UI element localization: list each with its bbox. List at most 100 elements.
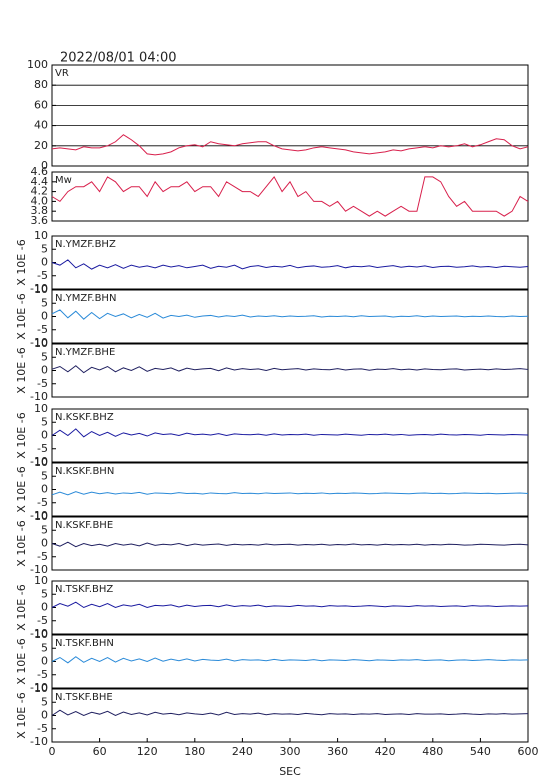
y-tick-label: 0 bbox=[41, 601, 48, 614]
x-tick-label: 420 bbox=[375, 745, 396, 758]
y-tick-label: 5 bbox=[41, 641, 48, 654]
trace-line bbox=[51, 428, 529, 438]
y-tick-label: 5 bbox=[41, 523, 48, 536]
panel-frame bbox=[51, 516, 529, 571]
y-tick-label: -5 bbox=[37, 442, 48, 455]
panel-label: N.TSKF.BHN bbox=[55, 638, 114, 649]
y-tick-label: -10 bbox=[30, 455, 48, 468]
panel-label: N.TSKF.BHE bbox=[55, 692, 113, 703]
y-tick-label: 5 bbox=[41, 350, 48, 363]
y-tick-label: 10 bbox=[34, 574, 48, 587]
y-tick-label: -10 bbox=[30, 509, 48, 522]
panel-frame bbox=[51, 171, 529, 222]
x-tick-label: 360 bbox=[327, 745, 348, 758]
panel-label: N.YMZF.BHE bbox=[55, 347, 115, 358]
y-tick-label: -5 bbox=[37, 496, 48, 509]
x-tick-label: 60 bbox=[93, 745, 107, 758]
y-tick-label: -10 bbox=[30, 390, 48, 403]
y-axis-label: X 10E -6 bbox=[15, 584, 28, 630]
x-tick-label: 480 bbox=[422, 745, 443, 758]
y-tick-label: 40 bbox=[34, 119, 48, 132]
panel-label: VR bbox=[55, 68, 69, 79]
y-tick-label: 10 bbox=[34, 229, 48, 242]
y-tick-label: 10 bbox=[34, 682, 48, 695]
panel-label: N.YMZF.BHZ bbox=[55, 239, 116, 250]
y-axis-label: X 10E -6 bbox=[15, 347, 28, 393]
trace-line bbox=[51, 709, 529, 717]
y-tick-label: -5 bbox=[37, 614, 48, 627]
y-tick-label: -10 bbox=[30, 282, 48, 295]
panel-frame bbox=[51, 64, 529, 167]
y-tick-label: -10 bbox=[30, 627, 48, 640]
y-tick-label: -5 bbox=[37, 668, 48, 681]
y-tick-label: 20 bbox=[34, 139, 48, 152]
y-tick-label: 5 bbox=[41, 695, 48, 708]
trace-line bbox=[51, 601, 529, 609]
trace-line bbox=[51, 541, 529, 548]
y-tick-label: 5 bbox=[41, 587, 48, 600]
y-tick-label: 0 bbox=[41, 655, 48, 668]
y-tick-label: 0 bbox=[41, 429, 48, 442]
y-tick-label: 10 bbox=[34, 283, 48, 296]
y-axis-label: X 10E -6 bbox=[15, 412, 28, 458]
y-tick-label: -10 bbox=[30, 735, 48, 748]
y-tick-label: -5 bbox=[37, 550, 48, 563]
y-axis-label: X 10E -6 bbox=[15, 638, 28, 684]
y-tick-label: 0 bbox=[41, 364, 48, 377]
y-tick-label: 5 bbox=[41, 296, 48, 309]
y-tick-label: 4.0 bbox=[31, 194, 49, 207]
y-tick-label: 4.6 bbox=[31, 165, 49, 178]
y-tick-label: -10 bbox=[30, 336, 48, 349]
panel-label: N.KSKF.BHE bbox=[55, 520, 113, 531]
y-tick-label: 0 bbox=[41, 537, 48, 550]
y-tick-label: 5 bbox=[41, 242, 48, 255]
y-tick-label: 10 bbox=[34, 510, 48, 523]
trace-line bbox=[51, 491, 529, 496]
y-tick-label: 10 bbox=[34, 402, 48, 415]
y-axis-label: X 10E -6 bbox=[15, 239, 28, 285]
trace-line bbox=[51, 656, 529, 664]
y-tick-label: -5 bbox=[37, 323, 48, 336]
panel-label: N.TSKF.BHZ bbox=[55, 584, 113, 595]
chart-title: 2022/08/01 04:00 bbox=[60, 51, 177, 66]
panel-label: N.KSKF.BHZ bbox=[55, 412, 114, 423]
trace-line bbox=[51, 176, 529, 217]
panel-frame bbox=[51, 634, 529, 689]
panel-label: N.YMZF.BHN bbox=[55, 293, 116, 304]
x-tick-label: 600 bbox=[518, 745, 539, 758]
panel-label: N.KSKF.BHN bbox=[55, 466, 114, 477]
x-tick-label: 300 bbox=[280, 745, 301, 758]
y-tick-label: 3.6 bbox=[31, 214, 49, 227]
y-tick-label: -10 bbox=[30, 681, 48, 694]
panel-frame bbox=[51, 408, 529, 463]
x-tick-label: 180 bbox=[184, 745, 205, 758]
y-tick-label: 3.8 bbox=[31, 204, 49, 217]
x-tick-label: 540 bbox=[470, 745, 491, 758]
y-tick-label: -10 bbox=[30, 563, 48, 576]
y-tick-label: 4.4 bbox=[31, 175, 49, 188]
trace-line bbox=[51, 309, 529, 320]
y-tick-label: 0 bbox=[41, 709, 48, 722]
panel-frame bbox=[51, 462, 529, 517]
y-axis-label: X 10E -6 bbox=[15, 520, 28, 566]
x-tick-label: 120 bbox=[137, 745, 158, 758]
y-tick-label: 5 bbox=[41, 415, 48, 428]
y-tick-label: 10 bbox=[34, 337, 48, 350]
y-tick-label: 0 bbox=[41, 483, 48, 496]
x-tick-label: 240 bbox=[232, 745, 253, 758]
panel-frame bbox=[51, 343, 529, 398]
trace-line bbox=[51, 365, 529, 374]
y-tick-label: 5 bbox=[41, 469, 48, 482]
y-tick-label: 80 bbox=[34, 78, 48, 91]
y-tick-label: 10 bbox=[34, 456, 48, 469]
trace-line bbox=[51, 259, 529, 270]
y-tick-label: 0 bbox=[41, 159, 48, 172]
y-axis-label: X 10E -6 bbox=[15, 692, 28, 738]
panel-frame bbox=[51, 688, 529, 743]
y-tick-label: 60 bbox=[34, 98, 48, 111]
y-axis-label: X 10E -6 bbox=[15, 466, 28, 512]
panel-frame bbox=[51, 235, 529, 290]
panel-frame bbox=[51, 580, 529, 635]
